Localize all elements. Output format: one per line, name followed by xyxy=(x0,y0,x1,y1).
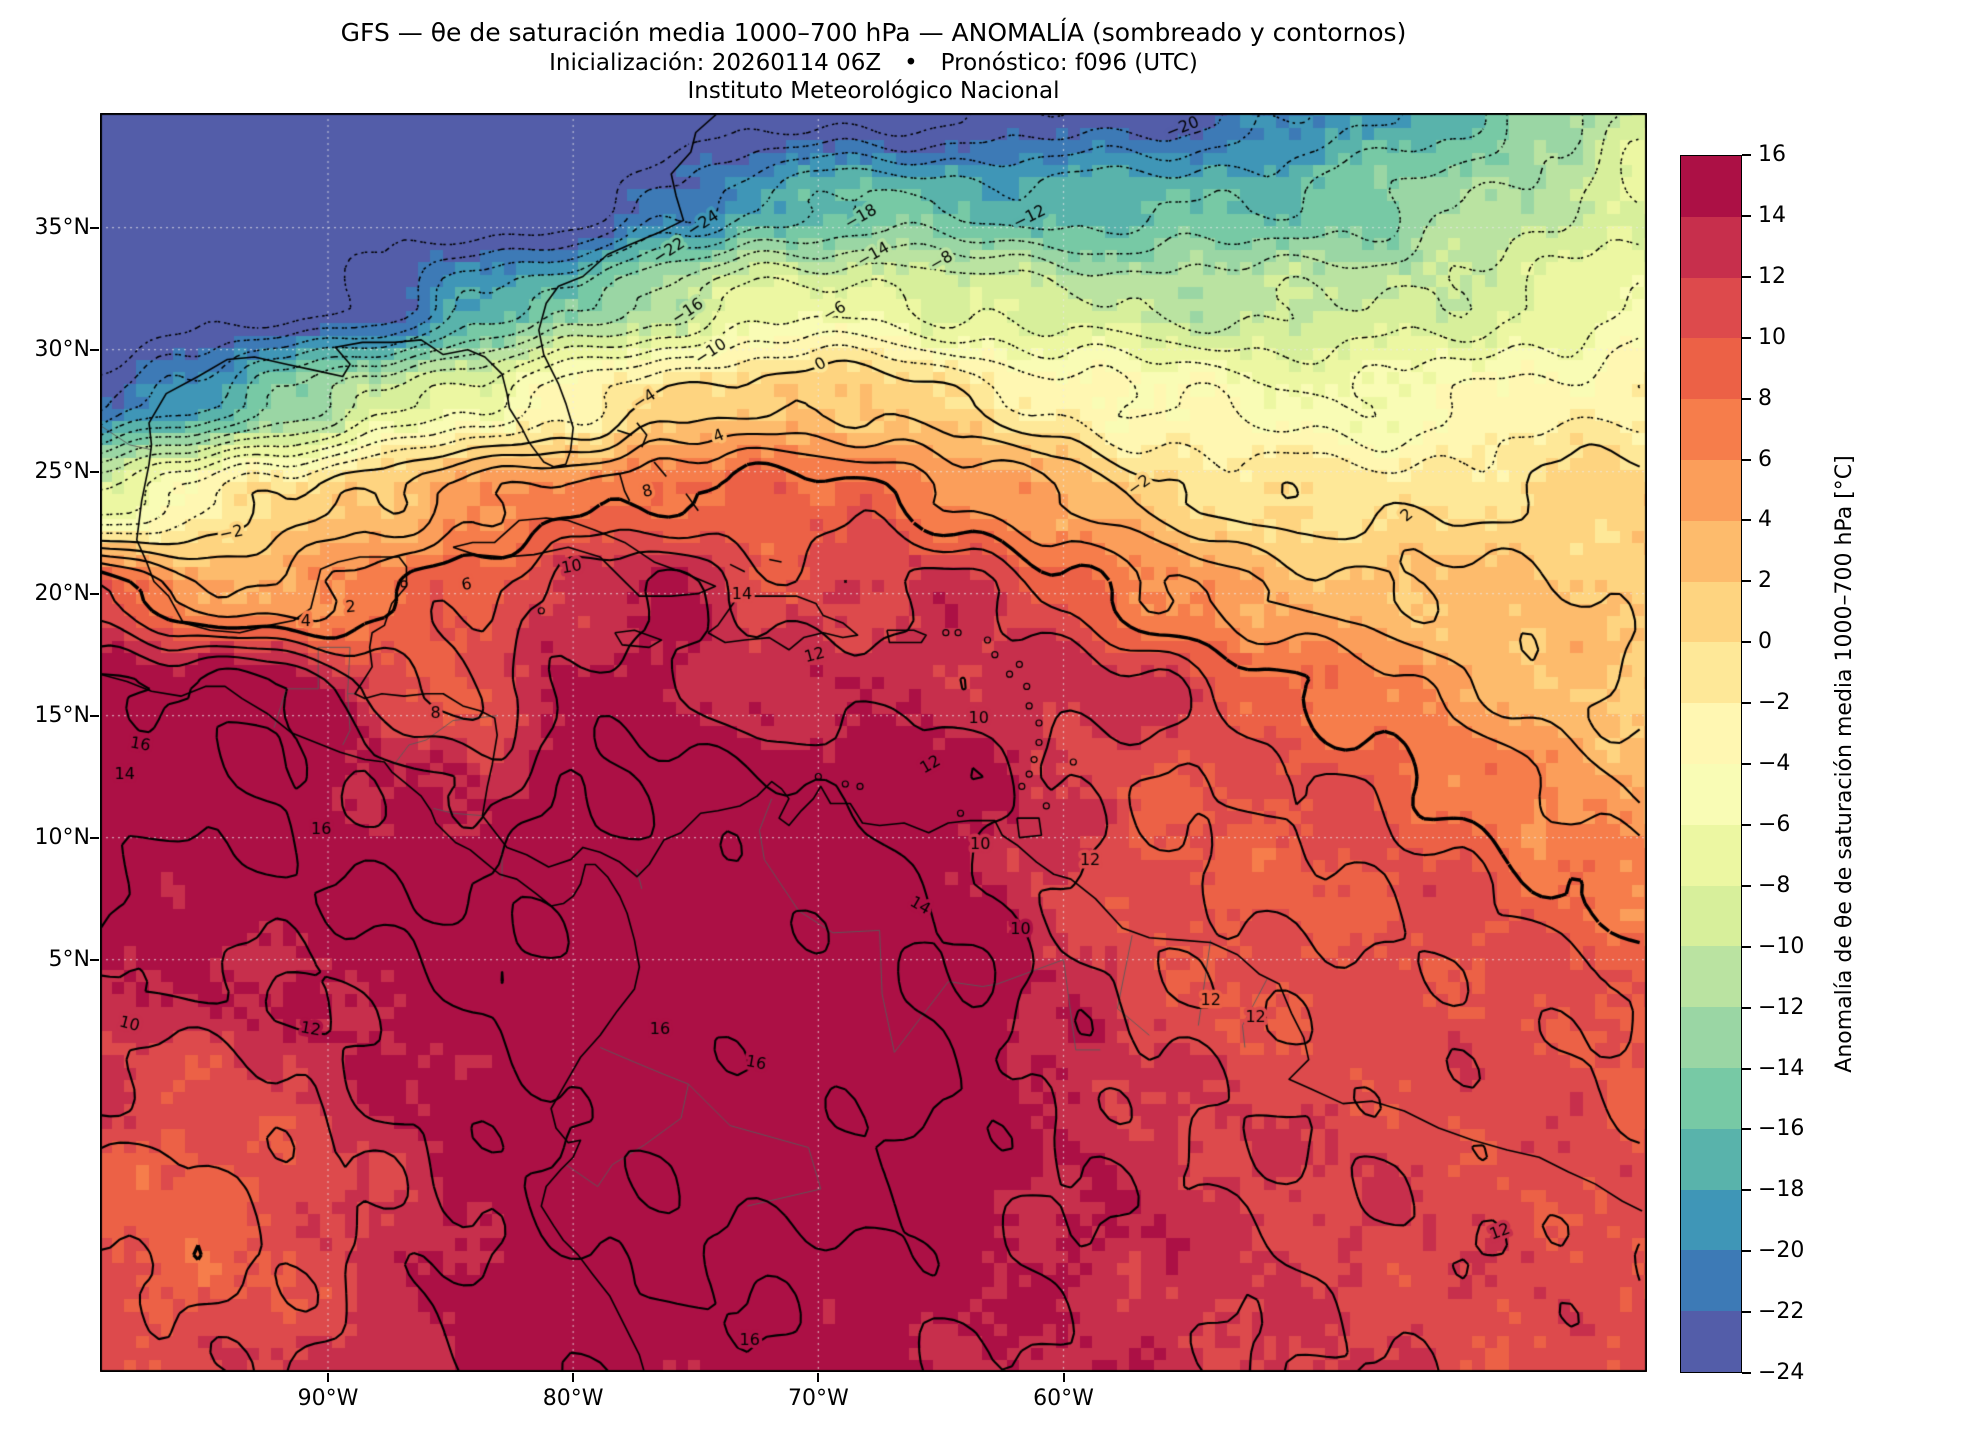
colorbar-bin xyxy=(1681,277,1741,339)
figure-title-block: GFS — θe de saturación media 1000–700 hP… xyxy=(100,16,1647,105)
colorbar-tick-label: −24 xyxy=(1758,1360,1805,1385)
colorbar-bin xyxy=(1681,581,1741,643)
colorbar-bin xyxy=(1681,338,1741,400)
lon-tick-mark xyxy=(817,1373,820,1382)
colorbar-bin xyxy=(1681,1189,1741,1251)
colorbar-tick-label: −16 xyxy=(1758,1116,1805,1142)
colorbar-tick-label: −12 xyxy=(1758,994,1805,1020)
lat-tick-mark xyxy=(90,836,99,839)
colorbar-tick-mark xyxy=(1742,1372,1751,1374)
colorbar-tick-label: −20 xyxy=(1758,1238,1805,1264)
lat-tick-label: 15°N xyxy=(34,702,90,728)
colorbar-tick-mark xyxy=(1742,763,1751,765)
colorbar-tick-mark xyxy=(1742,154,1751,156)
colorbar-bin xyxy=(1681,216,1741,278)
colorbar-bin xyxy=(1681,703,1741,764)
colorbar-tick-mark xyxy=(1742,945,1751,948)
lat-tick-mark xyxy=(90,592,99,595)
colorbar-tick-label: 16 xyxy=(1758,142,1786,167)
colorbar-tick-mark xyxy=(1742,275,1751,278)
colorbar-tick-mark xyxy=(1742,214,1751,217)
colorbar-bin xyxy=(1681,824,1741,886)
colorbar-tick-mark xyxy=(1742,397,1751,400)
lat-tick-mark xyxy=(90,714,99,717)
colorbar-tick-label: 10 xyxy=(1758,324,1786,350)
colorbar-tick-label: 4 xyxy=(1758,507,1772,533)
colorbar-tick-label: 6 xyxy=(1758,446,1772,472)
colorbar-tick-label: −2 xyxy=(1758,690,1791,716)
colorbar-tick-mark xyxy=(1742,1250,1751,1253)
colorbar-bin xyxy=(1681,1128,1741,1190)
lat-tick-label: 35°N xyxy=(34,214,90,240)
colorbar-bin xyxy=(1681,946,1741,1008)
colorbar-label: Anomalía de θe de saturación media 1000–… xyxy=(1832,455,1857,1073)
lat-tick-mark xyxy=(90,470,99,473)
lon-tick-mark xyxy=(1062,1373,1065,1382)
colorbar-tick-label: −8 xyxy=(1758,872,1791,898)
colorbar-tick-mark xyxy=(1742,1128,1751,1131)
colorbar-tick-label: −10 xyxy=(1758,933,1805,959)
lon-tick-label: 70°W xyxy=(787,1386,849,1411)
colorbar-tick-label: −22 xyxy=(1758,1299,1805,1325)
colorbar-tick-label: 2 xyxy=(1758,568,1772,594)
colorbar-bin xyxy=(1681,399,1741,460)
map-plot-area xyxy=(100,113,1647,1372)
lat-tick-label: 5°N xyxy=(48,946,90,972)
colorbar-bin xyxy=(1681,885,1741,947)
lat-tick-mark xyxy=(90,226,99,229)
colorbar-tick-label: 12 xyxy=(1758,263,1786,289)
colorbar-tick-mark xyxy=(1742,580,1751,583)
colorbar-tick-mark xyxy=(1742,823,1751,826)
lon-tick-label: 60°W xyxy=(1033,1386,1094,1411)
colorbar-tick-mark xyxy=(1742,702,1751,705)
colorbar-tick-label: 8 xyxy=(1758,385,1772,411)
lon-tick-mark xyxy=(572,1373,575,1382)
colorbar-tick-mark xyxy=(1742,641,1751,644)
lat-tick-label: 20°N xyxy=(34,580,90,606)
colorbar-bin xyxy=(1681,1067,1741,1129)
colorbar-bin xyxy=(1681,1007,1741,1068)
colorbar-tick-mark xyxy=(1742,458,1751,461)
chart-subtitle: Inicialización: 20260114 06Z • Pronóstic… xyxy=(549,50,1198,76)
colorbar-bin xyxy=(1681,1311,1741,1372)
colorbar-bin xyxy=(1681,459,1741,521)
colorbar-tick-label: 14 xyxy=(1758,202,1786,228)
lat-tick-label: 10°N xyxy=(34,824,90,850)
colorbar-tick-mark xyxy=(1742,1189,1751,1192)
colorbar-tick-mark xyxy=(1742,336,1751,339)
colorbar-tick-label: −14 xyxy=(1758,1055,1805,1081)
map-canvas xyxy=(100,113,1647,1372)
chart-institution: Instituto Meteorológico Nacional xyxy=(687,78,1060,104)
colorbar-bin xyxy=(1681,642,1741,704)
lat-tick-mark xyxy=(90,348,99,351)
colorbar-bin xyxy=(1681,520,1741,582)
lon-tick-mark xyxy=(327,1373,329,1382)
colorbar-tick-label: −6 xyxy=(1758,811,1791,837)
colorbar-tick-mark xyxy=(1742,884,1751,887)
colorbar xyxy=(1680,155,1742,1373)
chart-title: GFS — θe de saturación media 1000–700 hP… xyxy=(340,18,1407,47)
lon-tick-label: 90°W xyxy=(297,1386,359,1411)
colorbar-tick-label: −4 xyxy=(1758,751,1791,776)
colorbar-tick-mark xyxy=(1742,1006,1751,1009)
lon-tick-label: 80°W xyxy=(542,1386,604,1411)
colorbar-tick-mark xyxy=(1742,1067,1751,1070)
lat-tick-label: 30°N xyxy=(34,336,90,362)
lat-tick-mark xyxy=(90,958,99,961)
colorbar-tick-mark xyxy=(1742,519,1751,522)
colorbar-tick-label: 0 xyxy=(1758,629,1772,655)
colorbar-bin xyxy=(1681,763,1741,825)
colorbar-bin xyxy=(1681,156,1741,217)
colorbar-bin xyxy=(1681,1250,1741,1312)
lat-tick-label: 25°N xyxy=(34,458,90,484)
colorbar-tick-mark xyxy=(1742,1311,1751,1314)
colorbar-tick-label: −18 xyxy=(1758,1177,1805,1203)
